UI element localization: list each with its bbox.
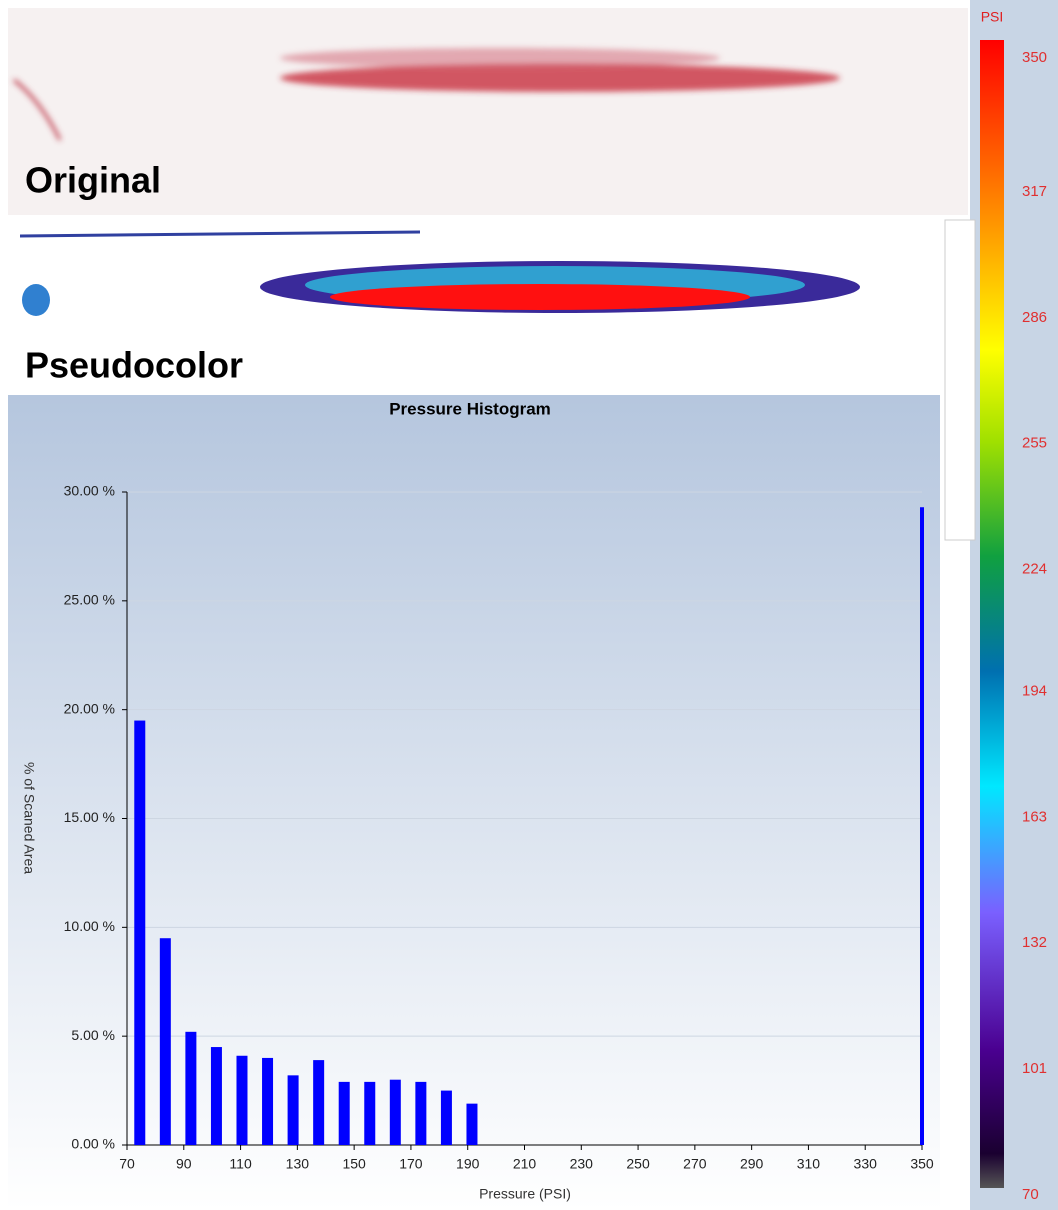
original-image [8,8,968,215]
x-tick-label: 110 [229,1156,252,1172]
y-tick-label: 30.00 % [64,483,115,499]
colorbar-tick-label: 350 [1022,49,1047,66]
plot: 0.00 % 5.00 % 10.00 % 15.00 % 20.00 % 25.00 %… [64,49,1047,1203]
y-tick-label: 0.00 % [71,1136,115,1152]
colorbar-tick-label: 101 [1022,1060,1047,1077]
histogram-panel [8,395,940,1210]
x-tick-label: 90 [176,1156,192,1172]
x-tick-label: 290 [740,1156,764,1172]
colorbar-tick-label: 317 [1022,183,1047,200]
y-tick-label: 10.00 % [64,918,115,934]
colorbar-tick-label: 132 [1022,934,1047,951]
colorbar-tick-label: 255 [1022,435,1047,452]
chart-title: Pressure Histogram [389,399,551,418]
colorbar-tick-label: 286 [1022,309,1047,326]
bar [210,1047,222,1145]
x-tick-label: 170 [399,1156,423,1172]
bar [364,1081,376,1145]
original-label: Original [25,160,161,201]
bar [313,1060,325,1145]
pseudocolor-label: Pseudocolor [25,345,243,386]
bar [338,1081,350,1145]
bar [389,1079,401,1145]
bar [236,1055,248,1145]
bar [134,720,146,1145]
bar [185,1031,197,1145]
x-tick-label: 250 [626,1156,650,1172]
colorbar-tick-label: 70 [1022,1186,1039,1203]
pseudo-edge [19,230,421,238]
bar [262,1057,274,1145]
x-tick-label: 150 [342,1156,366,1172]
bar [415,1081,427,1145]
y-tick-label: 15.00 % [64,809,115,825]
x-tick-label: 190 [456,1156,480,1172]
bar [287,1075,299,1145]
bar [920,507,924,1145]
colorbar-title: PSI [981,9,1004,25]
x-tick-label: 310 [797,1156,821,1172]
y-axis-label: % of Scaned Area [21,762,37,874]
pseudocolor-blob [22,261,860,316]
x-tick-label: 350 [910,1156,934,1172]
y-tick-label: 25.00 % [64,592,115,608]
bar [159,938,171,1145]
original-smear [13,48,840,141]
x-tick-label: 130 [286,1156,310,1172]
colorbar-tick-label: 163 [1022,808,1047,825]
colorbar [980,40,1004,1188]
x-tick-label: 330 [854,1156,878,1172]
side-panel [944,219,976,541]
bar [440,1090,452,1145]
x-tick-label: 270 [683,1156,707,1172]
colorbar-tick-label: 194 [1022,682,1047,699]
bar [466,1103,478,1145]
y-tick-label: 20.00 % [64,700,115,716]
x-axis-label: Pressure (PSI) [479,1186,571,1202]
x-tick-label: 230 [570,1156,594,1172]
x-tick-label: 210 [513,1156,537,1172]
y-tick-label: 5.00 % [71,1027,115,1043]
colorbar-tick-label: 224 [1022,561,1047,578]
x-tick-label: 70 [119,1156,135,1172]
